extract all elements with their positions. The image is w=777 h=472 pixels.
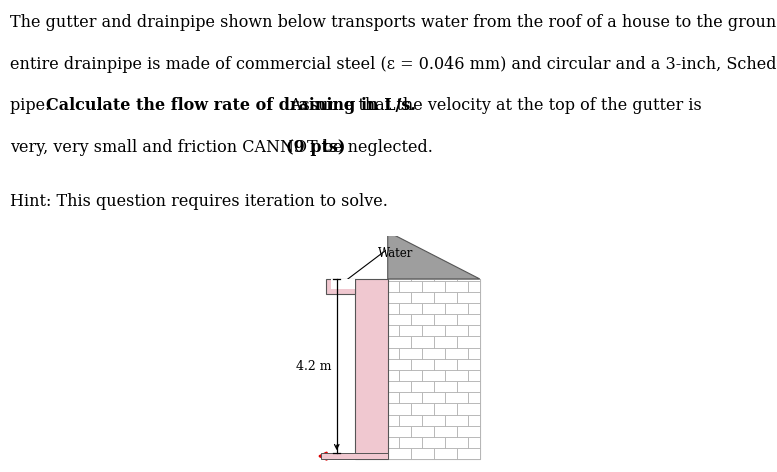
Bar	[411, 426, 434, 437]
Bar	[411, 359, 434, 370]
Bar	[388, 404, 411, 414]
Bar	[469, 281, 479, 292]
Bar	[411, 448, 434, 459]
Bar	[411, 404, 434, 414]
Bar	[469, 325, 479, 337]
Bar	[422, 325, 445, 337]
Text: Assume that the velocity at the top of the gutter is: Assume that the velocity at the top of t…	[285, 97, 702, 114]
Text: (9 pts): (9 pts)	[286, 139, 345, 156]
Bar	[388, 281, 399, 292]
Bar	[388, 414, 399, 426]
Bar	[411, 292, 434, 303]
Bar	[411, 381, 434, 392]
Bar	[457, 337, 479, 347]
Bar	[457, 426, 479, 437]
Text: pipe.: pipe.	[10, 97, 55, 114]
Bar	[434, 404, 457, 414]
Bar	[388, 292, 411, 303]
Bar	[388, 303, 399, 314]
Text: Calculate the flow rate of draining in L/s.: Calculate the flow rate of draining in L…	[46, 97, 416, 114]
Bar	[388, 448, 411, 459]
Bar	[399, 392, 422, 404]
Bar	[434, 279, 457, 281]
Bar	[422, 437, 445, 448]
Bar	[469, 392, 479, 404]
Bar	[422, 303, 445, 314]
Bar	[445, 303, 469, 314]
Text: very, very small and friction CANNOT be neglected.: very, very small and friction CANNOT be …	[10, 139, 438, 156]
Bar	[388, 279, 411, 281]
Bar	[445, 325, 469, 337]
Bar	[434, 292, 457, 303]
Bar	[469, 303, 479, 314]
Bar	[457, 314, 479, 325]
Bar	[457, 404, 479, 414]
Bar	[422, 370, 445, 381]
Bar	[388, 426, 411, 437]
Bar	[388, 279, 479, 459]
Bar	[445, 281, 469, 292]
Bar	[388, 437, 399, 448]
Bar	[399, 370, 422, 381]
Bar	[434, 314, 457, 325]
Bar	[399, 437, 422, 448]
Bar	[445, 370, 469, 381]
Bar	[457, 381, 479, 392]
Bar	[321, 453, 388, 459]
Bar	[399, 414, 422, 426]
Bar	[457, 359, 479, 370]
Bar	[422, 347, 445, 359]
Bar	[388, 314, 411, 325]
Bar	[457, 448, 479, 459]
Text: The gutter and drainpipe shown below transports water from the roof of a house t: The gutter and drainpipe shown below tra…	[10, 14, 777, 31]
Bar	[469, 414, 479, 426]
Bar	[445, 347, 469, 359]
Bar	[399, 281, 422, 292]
Bar	[434, 426, 457, 437]
Bar	[469, 370, 479, 381]
Bar	[422, 414, 445, 426]
Polygon shape	[326, 279, 355, 294]
Bar	[411, 314, 434, 325]
Text: Water: Water	[378, 247, 413, 260]
Bar	[469, 437, 479, 448]
Bar	[434, 337, 457, 347]
Bar	[399, 303, 422, 314]
Bar	[422, 281, 445, 292]
Bar	[445, 437, 469, 448]
Bar	[422, 392, 445, 404]
Bar	[434, 381, 457, 392]
Polygon shape	[331, 279, 355, 289]
Bar	[445, 414, 469, 426]
Text: 4.2 m: 4.2 m	[296, 360, 332, 372]
Bar	[457, 279, 479, 281]
Bar	[457, 292, 479, 303]
Bar	[388, 325, 399, 337]
Bar	[388, 381, 411, 392]
Bar	[355, 279, 388, 459]
Bar	[388, 359, 411, 370]
Bar	[399, 347, 422, 359]
Bar	[445, 392, 469, 404]
Bar	[399, 325, 422, 337]
Text: Hint: This question requires iteration to solve.: Hint: This question requires iteration t…	[10, 193, 388, 210]
Bar	[434, 448, 457, 459]
Text: entire drainpipe is made of commercial steel (ε = 0.046 mm) and circular and a 3: entire drainpipe is made of commercial s…	[10, 56, 777, 73]
Bar	[388, 337, 411, 347]
Bar	[388, 370, 399, 381]
Bar	[388, 347, 399, 359]
Bar	[469, 347, 479, 359]
Bar	[411, 279, 434, 281]
Bar	[434, 359, 457, 370]
Polygon shape	[388, 232, 479, 279]
Bar	[411, 337, 434, 347]
Bar	[388, 392, 399, 404]
